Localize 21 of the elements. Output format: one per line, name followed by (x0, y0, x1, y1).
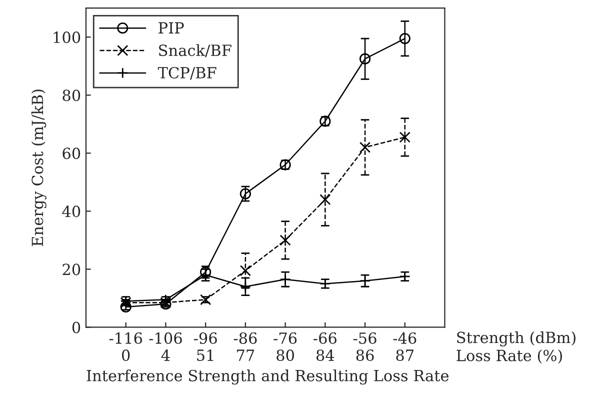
y-tick-label: 80 (62, 90, 80, 102)
x-tick-label: -66 84 (314, 332, 336, 362)
y-tick-label: 60 (62, 148, 80, 160)
x-tick-label: -86 77 (234, 332, 257, 361)
x-tick-label: -76 80 (274, 332, 297, 362)
legend-label: Snack/BF (159, 44, 232, 58)
legend-label: TCP/BF (158, 66, 216, 80)
y-axis-title: Energy Cost (mJ/kB) (31, 90, 46, 246)
x-tick-label: -106 4 (149, 332, 182, 361)
x-tick-label: -116 0 (109, 332, 142, 362)
y-tick-label: 40 (62, 206, 80, 218)
legend-label: PIP (158, 22, 184, 34)
y-tick-label: 0 (72, 322, 80, 334)
x-axis-title: Interference Strength and Resulting Loss Rate (86, 370, 449, 385)
text: Loss Rate (%) (456, 349, 562, 364)
x-tick-label: -56 86 (353, 332, 376, 362)
y-tick-label: 20 (62, 264, 80, 276)
x-tick-label: -46 87 (393, 332, 416, 362)
text: Strength (dBm) (457, 331, 576, 346)
y-tick-label: 100 (54, 32, 80, 44)
x-tick-label: -96 51 (194, 332, 217, 362)
